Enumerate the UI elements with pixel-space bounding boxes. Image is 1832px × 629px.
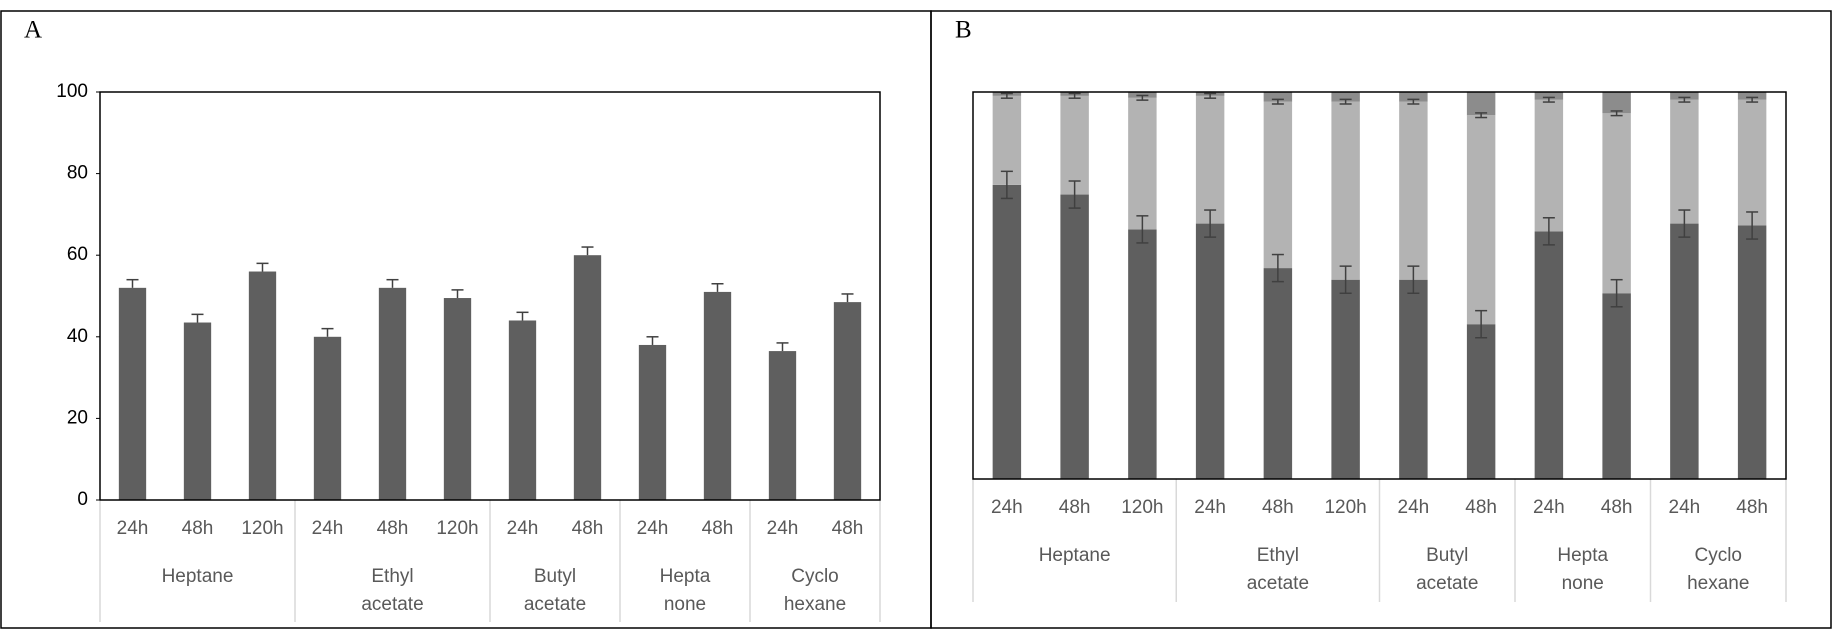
x-tick-label: 48h — [702, 518, 734, 539]
bar-segment — [1195, 223, 1225, 479]
bar — [378, 287, 407, 500]
bar-segment — [1128, 97, 1157, 230]
bar-segment — [1263, 268, 1293, 479]
group-label: Butyl — [1426, 545, 1468, 566]
group-label: Cyclo — [791, 566, 839, 587]
bar-segment — [1331, 279, 1360, 479]
bar-segment — [1263, 92, 1293, 102]
bar — [118, 287, 147, 500]
panel-label: A — [24, 17, 42, 44]
group-label: Ethyl — [1257, 545, 1299, 566]
bar-segment — [1195, 95, 1225, 224]
bar-segment — [1128, 229, 1157, 479]
bar — [833, 302, 862, 500]
x-tick-label: 24h — [991, 497, 1023, 518]
x-tick-label: 48h — [1601, 497, 1633, 518]
x-tick-label: 48h — [1262, 497, 1294, 518]
bar-segment — [1466, 115, 1496, 325]
bar-segment — [1466, 324, 1496, 479]
y-tick-label: 60 — [67, 244, 88, 265]
x-tick-label: 120h — [436, 518, 478, 539]
group-label: acetate — [1247, 573, 1309, 594]
bar-segment — [1534, 231, 1564, 479]
x-tick-label: 24h — [637, 518, 669, 539]
x-tick-label: 24h — [1194, 497, 1226, 518]
bar — [573, 255, 602, 500]
bar — [183, 322, 212, 500]
bar-segment — [1060, 194, 1089, 479]
group-label: acetate — [524, 594, 586, 615]
x-tick-label: 120h — [241, 518, 283, 539]
x-tick-label: 48h — [1059, 497, 1091, 518]
group-label: acetate — [1416, 573, 1478, 594]
bar-segment — [992, 184, 1022, 479]
group-label: Ethyl — [371, 566, 413, 587]
x-tick-label: 24h — [1398, 497, 1430, 518]
bar-segment — [1534, 99, 1564, 232]
group-label: Heptane — [162, 566, 234, 587]
bar-segment — [1602, 92, 1631, 114]
bar — [768, 351, 797, 500]
bar — [313, 336, 342, 500]
group-label: Hepta — [660, 566, 711, 587]
bar-segment — [1670, 99, 1699, 224]
x-tick-label: 48h — [377, 518, 409, 539]
group-label: Butyl — [534, 566, 576, 587]
x-tick-label: 24h — [767, 518, 799, 539]
x-tick-label: 120h — [1121, 497, 1163, 518]
y-tick-label: 20 — [67, 407, 88, 428]
bar-segment — [1399, 92, 1428, 102]
y-tick-label: 80 — [67, 163, 88, 184]
bar — [638, 344, 667, 500]
x-tick-label: 120h — [1324, 497, 1366, 518]
bar-segment — [1060, 95, 1089, 195]
bar — [443, 298, 472, 500]
bar-segment — [1670, 223, 1699, 479]
bar-segment — [1737, 99, 1767, 226]
bar-segment — [1399, 279, 1428, 479]
bar-segment — [1399, 101, 1428, 280]
panel-frame — [930, 10, 1832, 629]
bar-segment — [1737, 225, 1767, 479]
group-label: Hepta — [1557, 545, 1608, 566]
group-label: none — [1562, 573, 1604, 594]
y-tick-label: 40 — [67, 326, 88, 347]
group-label: Heptane — [1039, 545, 1111, 566]
bar-segment — [1737, 92, 1767, 100]
group-label: hexane — [1687, 573, 1749, 594]
group-label: none — [664, 594, 706, 615]
bar-segment — [1331, 101, 1360, 280]
x-tick-label: 24h — [1533, 497, 1565, 518]
panel-label: B — [955, 17, 972, 44]
x-tick-label: 24h — [507, 518, 539, 539]
x-tick-label: 24h — [117, 518, 149, 539]
group-label: Cyclo — [1694, 545, 1742, 566]
x-tick-label: 48h — [1736, 497, 1768, 518]
group-label: hexane — [784, 594, 846, 615]
plot-frame — [99, 91, 881, 501]
bar — [508, 320, 537, 500]
y-tick-label: 0 — [77, 489, 88, 510]
x-tick-label: 48h — [1465, 497, 1497, 518]
x-tick-label: 48h — [182, 518, 214, 539]
bar-segment — [1331, 92, 1360, 102]
bar — [703, 291, 732, 500]
x-tick-label: 24h — [312, 518, 344, 539]
x-tick-label: 24h — [1669, 497, 1701, 518]
bar-segment — [1602, 113, 1631, 294]
bar-segment — [1466, 92, 1496, 116]
bar-segment — [1263, 101, 1293, 269]
bar — [248, 271, 277, 500]
plot-frame — [972, 91, 1787, 480]
bar-segment — [1670, 92, 1699, 100]
bar-segment — [1534, 92, 1564, 100]
bar-segment — [992, 95, 1022, 185]
x-tick-label: 48h — [572, 518, 604, 539]
bar-segment — [1602, 293, 1631, 479]
y-tick-label: 100 — [56, 81, 88, 102]
x-tick-label: 48h — [832, 518, 864, 539]
group-label: acetate — [361, 594, 423, 615]
